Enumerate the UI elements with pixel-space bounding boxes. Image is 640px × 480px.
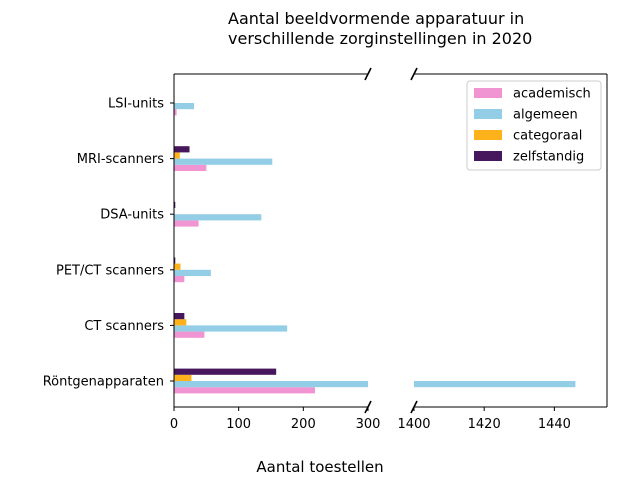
- chart-title-line-1: Aantal beeldvormende apparatuur in: [228, 9, 524, 28]
- bar-academisch-0: [174, 109, 177, 116]
- legend-swatch-zelfstandig: [474, 151, 502, 161]
- y-tick-label: LSI-units: [108, 97, 164, 112]
- axis-break-mark: [410, 67, 418, 81]
- x-tick-label: 300: [356, 417, 381, 432]
- bar-zelfstandig-1: [174, 146, 190, 153]
- bar-academisch-4: [174, 331, 205, 338]
- bar-algemeen-1: [174, 158, 273, 165]
- y-tick-label: MRI-scanners: [77, 152, 164, 167]
- bar-algemeen-5-right-panel: [414, 381, 576, 388]
- x-tick-label: 200: [291, 417, 316, 432]
- y-tick-label: CT scanners: [84, 319, 164, 334]
- y-tick-label: Röntgenapparaten: [43, 375, 164, 390]
- legend-label-academisch: academisch: [513, 87, 591, 102]
- legend-frame: [466, 80, 602, 171]
- bar-categoraal-1: [174, 152, 180, 159]
- bar-categoraal-5: [174, 374, 192, 381]
- axis-break-marks: [364, 67, 418, 414]
- y-tick-label: PET/CT scanners: [56, 263, 164, 278]
- axes-layer: [173, 73, 608, 408]
- bar-categoraal-3: [174, 263, 181, 270]
- bar-zelfstandig-3: [174, 257, 176, 264]
- bar-algemeen-5: [174, 381, 368, 388]
- y-tick-label: DSA-units: [100, 208, 164, 223]
- x-tick-label: 1400: [397, 417, 430, 432]
- y-tick-labels: LSI-units MRI-scanners DSA-units PET/CT sca…: [43, 97, 174, 390]
- x-axis-label: Aantal toestellen: [256, 458, 383, 476]
- bar-algemeen-3: [174, 269, 211, 276]
- legend-label-zelfstandig: zelfstandig: [513, 150, 584, 165]
- bar-zelfstandig-4: [174, 313, 185, 320]
- x-tick-labels: 0 100 200 300 1400 1420 1440: [170, 407, 571, 432]
- legend: academisch algemeen categoraal zelfstandig: [466, 80, 602, 171]
- chart-title-line-2: verschillende zorginstellingen in 2020: [228, 29, 532, 48]
- bar-zelfstandig-2: [174, 201, 176, 208]
- bar-academisch-1: [174, 164, 207, 171]
- bar-academisch-3: [174, 276, 185, 283]
- x-tick-label: 0: [170, 417, 178, 432]
- axis-break-mark: [364, 67, 372, 81]
- bar-categoraal-4: [174, 319, 187, 326]
- axis-break-mark: [410, 400, 418, 414]
- bar-algemeen-2: [174, 214, 262, 221]
- bar-academisch-2: [174, 220, 199, 227]
- legend-swatch-categoraal: [474, 130, 502, 140]
- bars-layer: [174, 103, 576, 394]
- x-tick-label: 100: [226, 417, 251, 432]
- bar-academisch-5: [174, 387, 315, 394]
- axis-break-mark: [364, 400, 372, 414]
- x-tick-label: 1420: [468, 417, 501, 432]
- bar-algemeen-4: [174, 325, 288, 332]
- bar-algemeen-0: [174, 103, 195, 110]
- legend-swatch-academisch: [474, 88, 502, 98]
- bar-zelfstandig-5: [174, 368, 277, 375]
- legend-label-algemeen: algemeen: [513, 108, 578, 123]
- legend-swatch-algemeen: [474, 109, 502, 119]
- x-tick-label: 1440: [538, 417, 571, 432]
- legend-label-categoraal: categoraal: [513, 129, 582, 144]
